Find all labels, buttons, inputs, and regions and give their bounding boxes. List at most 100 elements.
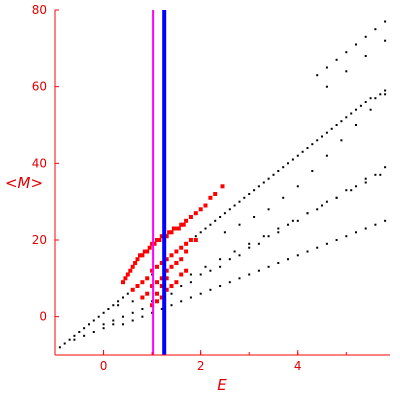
data-point (171, 226, 176, 231)
data-point (282, 196, 285, 199)
data-point (364, 181, 367, 184)
data-point (189, 281, 192, 284)
data-point (122, 315, 124, 318)
data-point (296, 219, 299, 222)
data-point (233, 250, 236, 253)
data-point (117, 300, 120, 303)
data-point (169, 284, 174, 288)
data-point (355, 124, 357, 126)
data-point (193, 238, 198, 242)
data-point (345, 116, 348, 119)
data-point (126, 292, 129, 295)
data-point (213, 192, 218, 196)
data-point (364, 177, 367, 180)
data-point (345, 235, 348, 238)
data-point (131, 319, 134, 322)
data-point (169, 230, 174, 235)
data-point (164, 268, 169, 273)
data-point (157, 238, 162, 242)
data-point (130, 264, 135, 269)
data-point (188, 238, 193, 242)
data-point (330, 127, 333, 130)
data-point (78, 331, 81, 333)
data-point (179, 245, 184, 250)
data-point (167, 230, 172, 235)
data-point (133, 261, 138, 265)
data-point (194, 235, 197, 238)
data-point (374, 223, 377, 226)
data-point (374, 173, 377, 176)
data-point (316, 208, 319, 211)
data-point (219, 216, 222, 218)
data-point (257, 242, 260, 245)
data-point (92, 331, 95, 333)
data-point (140, 253, 145, 258)
axes (54, 10, 390, 356)
data-point (238, 277, 241, 280)
data-point (199, 231, 202, 234)
data-point (138, 253, 142, 258)
data-point (135, 257, 140, 262)
data-point (174, 280, 179, 285)
data-point (184, 241, 189, 246)
data-point (325, 66, 328, 69)
data-point (204, 265, 207, 268)
y-axis-title: <M> (5, 174, 43, 192)
data-point (159, 295, 164, 300)
data-point (112, 304, 115, 307)
data-point (214, 219, 217, 222)
data-point (384, 20, 387, 23)
data-point (325, 154, 328, 157)
data-point (340, 139, 343, 142)
data-point (184, 268, 189, 273)
data-point (282, 166, 285, 169)
data-point (141, 315, 144, 318)
data-point (164, 287, 169, 292)
data-point (325, 200, 328, 203)
data-point (345, 51, 348, 54)
data-point (335, 124, 338, 126)
data-point (316, 139, 319, 142)
data-point (112, 319, 115, 322)
data-point (228, 281, 231, 284)
ticks: 0 20 40 60 80 0 2 4 (32, 3, 347, 373)
data-point (296, 254, 299, 257)
data-point (140, 280, 145, 285)
data-point (179, 222, 184, 227)
data-point (311, 143, 314, 146)
data-point (209, 269, 212, 272)
data-point (262, 235, 265, 238)
x-tick-label: 0 (100, 359, 108, 373)
data-point (189, 296, 192, 299)
data-point (188, 215, 193, 219)
data-point (325, 242, 328, 245)
data-point (379, 93, 382, 96)
data-point (203, 203, 208, 208)
data-point (179, 257, 184, 262)
data-point (102, 323, 105, 326)
data-point (301, 150, 304, 153)
data-point (359, 104, 362, 107)
data-point (125, 272, 130, 277)
data-point (174, 226, 179, 231)
data-point (189, 273, 192, 276)
data-point (306, 250, 309, 253)
data-point (287, 258, 289, 261)
data-point (180, 300, 183, 303)
data-point (355, 43, 357, 46)
data-point (170, 304, 173, 307)
data-point (145, 276, 150, 281)
data-point (379, 173, 382, 176)
data-point (219, 265, 222, 268)
data-point (384, 219, 387, 222)
data-point (223, 212, 226, 215)
data-point (384, 39, 387, 42)
data-point (131, 300, 134, 303)
data-point (253, 189, 256, 192)
data-point (238, 254, 241, 257)
data-point (184, 218, 189, 223)
data-point (155, 264, 159, 269)
data-point (277, 262, 280, 264)
data-point (159, 284, 164, 288)
data-point (335, 58, 338, 61)
